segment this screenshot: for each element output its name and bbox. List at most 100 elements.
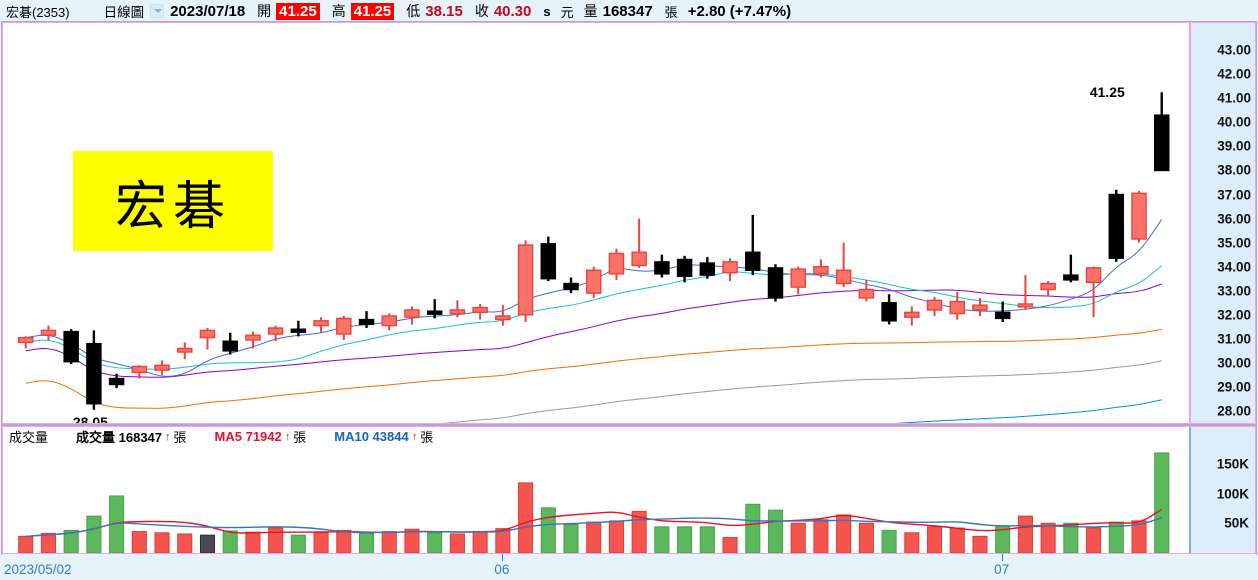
candlestick (1131, 190, 1147, 243)
candle-body (245, 334, 261, 341)
price-panel: 宏碁 41.25 28.05 43.00 42.00 41.00 40.00 39.00… (1, 21, 1257, 425)
candlestick (199, 328, 216, 350)
price-axis-tick: 28.00 (1217, 403, 1251, 419)
candlestick (1085, 266, 1102, 318)
candle-body (1085, 267, 1102, 284)
volume-bar (790, 522, 806, 553)
volume-bar (1086, 527, 1102, 553)
close-value: 40.30 (493, 2, 532, 20)
volume-bar (199, 534, 216, 553)
price-axis-tick: 39.00 (1217, 138, 1251, 154)
price-axis-tick: 42.00 (1217, 66, 1251, 82)
candle-body (63, 330, 79, 363)
low-label: 低 (406, 3, 421, 19)
candle-body (336, 317, 352, 335)
candle-body (426, 310, 443, 315)
candle-body (881, 302, 897, 322)
volume-bar (586, 521, 602, 553)
candlestick (177, 342, 193, 360)
candle-body (131, 365, 148, 374)
volume-axis-tick: 100K (1216, 486, 1249, 502)
symbol-label[interactable]: 宏碁(2353) (6, 4, 70, 20)
candle-body (949, 300, 965, 315)
volume-bar (1017, 515, 1033, 553)
price-axis-tick: 38.00 (1217, 162, 1251, 178)
candlestick (881, 294, 897, 325)
candle-body (699, 262, 716, 276)
date-axis-mark (501, 554, 503, 561)
candle-body (154, 364, 170, 371)
candlestick (1153, 92, 1170, 172)
candle-body (631, 251, 647, 267)
volume-bar (86, 515, 102, 553)
volume-legend-item-ma5[interactable]: MA5 71942 ↑ 張 (215, 427, 307, 446)
candle-body (1017, 303, 1034, 308)
candlestick (290, 320, 307, 337)
candle-body (290, 328, 307, 333)
volume-plot-area[interactable] (3, 446, 1189, 553)
chevron-down-icon[interactable] (150, 4, 165, 18)
trend-up-icon: ↑ (411, 430, 418, 443)
candle-body (972, 304, 988, 311)
quote-bar: 宏碁(2353) 日線圖 2023/07/18 開 41.25 高 41.25 … (0, 0, 1258, 22)
volume-bar (1154, 452, 1170, 553)
volume-axis-tick: 150K (1216, 456, 1249, 472)
high-label: 高 (331, 3, 346, 19)
open-label: 開 (257, 3, 272, 19)
candlestick (86, 330, 102, 410)
volume-bar (813, 519, 829, 553)
candlestick (245, 331, 261, 349)
candle-body (495, 315, 511, 321)
volume-value: 168347 (602, 2, 653, 20)
price-axis-tick: 33.00 (1217, 283, 1251, 299)
volume-unit: 張 (664, 4, 678, 20)
low-value: 38.15 (425, 2, 463, 20)
candlestick (108, 373, 125, 389)
high-price-annotation: 41.25 (1089, 84, 1125, 101)
price-axis-tick: 43.00 (1217, 42, 1251, 58)
price-plot-area[interactable]: 宏碁 41.25 28.05 (3, 43, 1189, 423)
candlestick (540, 236, 557, 282)
candle-body (358, 318, 375, 326)
candle-body (449, 309, 466, 315)
candlestick (676, 255, 693, 283)
candle-body (313, 320, 329, 327)
volume-bar (245, 531, 261, 553)
volume-legend-item-成交量[interactable]: 成交量 168347 ↑ 張 (76, 427, 187, 446)
chart-type-label[interactable]: 日線圖 (103, 5, 145, 20)
candle-body (472, 306, 488, 314)
ma-line-sma20 (25, 283, 1162, 378)
trend-up-icon: ↑ (284, 430, 291, 443)
volume-bar (336, 529, 352, 553)
quote-date: 2023/07/18 (170, 2, 246, 20)
volume-bar (381, 531, 397, 553)
volume-legend-text: MA10 43844 (334, 429, 409, 444)
volume-y-axis: 150K 100K 50K (1189, 427, 1255, 553)
candle-body (835, 269, 852, 285)
volume-bar (767, 509, 784, 553)
volume-bar (358, 532, 375, 553)
candlestick (926, 296, 943, 316)
candlestick (949, 291, 965, 320)
price-axis-tick: 35.00 (1217, 235, 1251, 251)
volume-bar (654, 526, 670, 553)
candle-body (904, 311, 920, 318)
candlestick (472, 303, 488, 320)
candlestick (813, 259, 829, 278)
volume-bar (154, 532, 170, 553)
price-axis-tick: 34.00 (1217, 259, 1251, 275)
volume-bar (563, 523, 579, 553)
low-price-annotation: 28.05 (72, 413, 108, 423)
volume-bar (972, 535, 988, 553)
price-axis-tick: 31.00 (1217, 331, 1251, 347)
ma-line-sma240 (892, 399, 1162, 423)
candlestick (858, 279, 875, 302)
price-axis-tick: 41.00 (1217, 90, 1251, 106)
volume-legend-item-ma10[interactable]: MA10 43844 ↑ 張 (334, 427, 433, 446)
candle-body (1131, 192, 1147, 240)
candlestick (1063, 254, 1079, 283)
ma-line-sma10 (25, 265, 1163, 370)
candlestick (608, 248, 625, 280)
volume-bar (1040, 522, 1056, 553)
